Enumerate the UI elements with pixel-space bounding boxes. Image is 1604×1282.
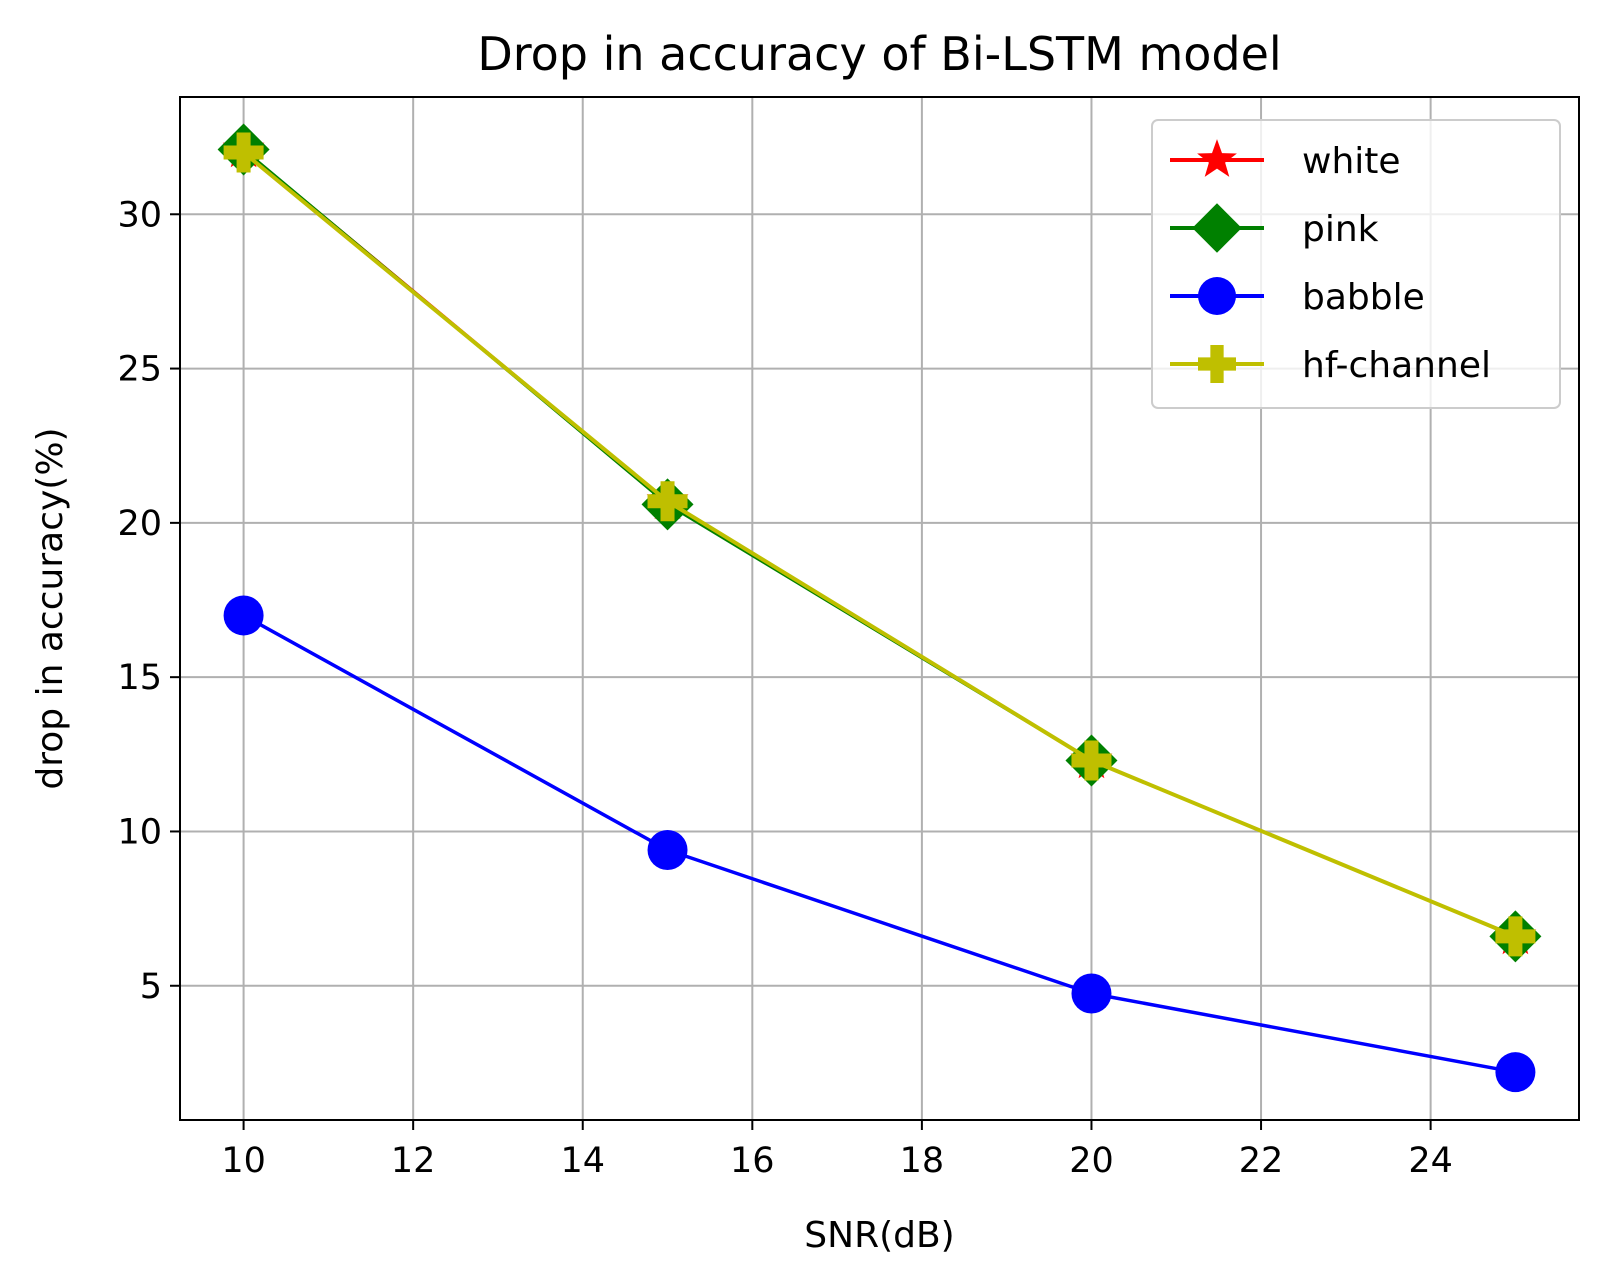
data-point-babble [1495,1052,1536,1093]
legend-label-white: white [1302,141,1401,182]
y-tick-label: 5 [140,967,162,1007]
x-tick-label: 18 [900,1141,945,1181]
y-tick-label: 10 [117,812,162,852]
series-babble [223,595,1536,1093]
data-point-babble [223,595,264,636]
y-axis-label: drop in accuracy(%) [30,427,71,789]
data-point-hf-channel [223,132,264,173]
data-point-hf-channel [1495,916,1536,957]
y-tick-label: 20 [117,504,162,544]
data-point-hf-channel [647,481,688,522]
x-tick-label: 14 [560,1141,605,1181]
x-axis-label: SNR(dB) [804,1215,954,1256]
x-tick-label: 16 [730,1141,775,1181]
series-hf-channel [223,132,1536,957]
legend-marker-pink [1192,203,1242,253]
legend-box [1151,119,1561,409]
legend: white pink babble hf-channel [1151,119,1561,409]
series-line-hf-channel [242,150,1517,939]
y-tick-label: 30 [117,195,162,235]
legend-label-babble: babble [1302,277,1425,318]
series-group [217,123,1542,1093]
axis-ticks: 10 12 14 16 18 20 22 24 5 10 15 20 25 30 [117,195,1452,1181]
data-point-hf-channel [1071,740,1112,781]
data-point-babble [647,829,688,870]
x-tick-label: 24 [1408,1141,1453,1181]
y-tick-label: 25 [117,350,162,390]
chart-title: Drop in accuracy of Bi-LSTM model [477,27,1281,81]
legend-marker-babble [1198,277,1236,315]
y-tick-label: 15 [117,658,162,698]
series-line-babble [242,613,1516,1074]
legend-label-pink: pink [1302,209,1379,250]
legend-marker-white [1197,139,1237,177]
data-point-babble [1071,973,1112,1014]
x-tick-label: 22 [1239,1141,1284,1181]
x-tick-label: 20 [1069,1141,1114,1181]
x-tick-label: 12 [391,1141,436,1181]
plot-frame [179,96,1580,1121]
legend-marker-hf-channel [1198,345,1236,383]
legend-label-hf-channel: hf-channel [1302,345,1491,386]
x-tick-label: 10 [221,1141,266,1181]
